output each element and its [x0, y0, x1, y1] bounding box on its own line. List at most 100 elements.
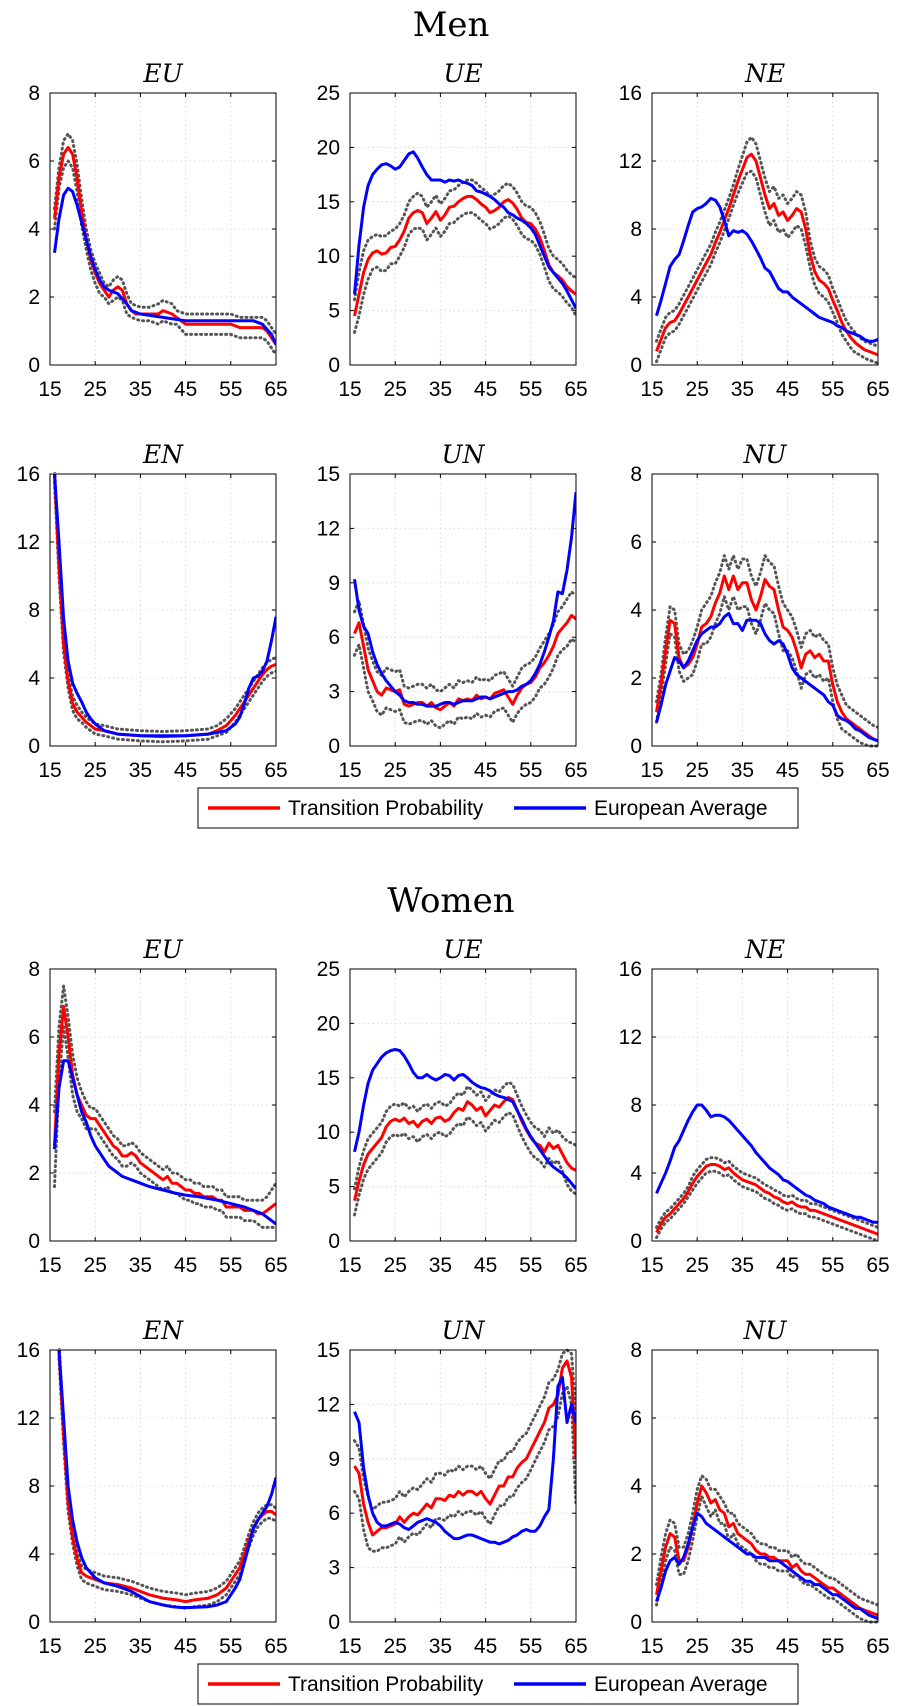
- x-tick-label: 55: [821, 1254, 844, 1277]
- panel-title: NE: [744, 935, 785, 964]
- confidence-band-line: [53, 472, 276, 733]
- panel-title: EN: [142, 440, 184, 469]
- y-tick-label: 0: [630, 735, 642, 758]
- panel-men-ue: 15 25 35 45 55 65 0 5 10 15 20 25 UE: [317, 59, 588, 401]
- panel-title: UE: [443, 935, 482, 964]
- y-tick-label: 8: [28, 599, 40, 622]
- y-tick-label: 0: [328, 354, 340, 377]
- series-line-transition-probability: [353, 1359, 576, 1537]
- axes-frame: [651, 1349, 879, 1623]
- y-tick-label: 16: [619, 958, 642, 981]
- confidence-band-line: [53, 481, 276, 744]
- x-tick-label: 45: [776, 1635, 799, 1658]
- x-tick-label: 25: [84, 1635, 107, 1658]
- x-tick-label: 15: [38, 378, 61, 401]
- axes-frame: [349, 968, 577, 1242]
- series-line-european-average: [655, 1103, 878, 1224]
- group-title-women: Women: [387, 881, 514, 921]
- x-tick-label: 55: [219, 759, 242, 782]
- panel-title: EU: [142, 59, 183, 88]
- y-tick-label: 9: [328, 1448, 340, 1471]
- y-tick-label: 8: [630, 463, 642, 486]
- x-tick-label: 35: [429, 759, 452, 782]
- y-tick-label: 4: [28, 1543, 40, 1566]
- plot-area: [350, 969, 576, 1241]
- x-tick-label: 15: [338, 1635, 361, 1658]
- panel-title: NU: [743, 1316, 788, 1345]
- axes-frame: [651, 968, 879, 1242]
- panel-men-un: 15 25 35 45 55 65 0 3 6 9 12 15 UN: [317, 440, 588, 782]
- confidence-band-line: [53, 1025, 276, 1229]
- y-tick-label: 25: [317, 82, 340, 105]
- y-tick-label: 4: [28, 667, 40, 690]
- confidence-band-line: [53, 984, 276, 1202]
- y-tick-label: 0: [630, 354, 642, 377]
- confidence-band-line: [353, 1348, 576, 1512]
- confidence-band-line: [53, 132, 276, 336]
- x-tick-label: 65: [264, 1254, 287, 1277]
- y-tick-label: 15: [317, 1339, 340, 1362]
- y-tick-label: 4: [630, 286, 642, 309]
- panel-men-eu: 15 25 35 45 55 65 0 2 4 6 8 EU: [28, 59, 287, 401]
- y-tick-label: 2: [28, 1162, 40, 1185]
- x-tick-label: 65: [866, 759, 889, 782]
- y-tick-label: 0: [630, 1611, 642, 1634]
- x-tick-label: 45: [174, 378, 197, 401]
- panel-women-ue: 15 25 35 45 55 65 0 5 10 15 20 25 UE: [317, 935, 588, 1277]
- legend-women: Transition Probability European Average: [197, 1663, 799, 1705]
- y-tick-label: 0: [28, 1230, 40, 1253]
- confidence-band-line: [57, 1348, 276, 1597]
- panel-title: NE: [744, 59, 785, 88]
- confidence-band-line: [655, 135, 878, 348]
- series-line-european-average: [353, 1375, 576, 1546]
- confidence-band-line: [353, 178, 576, 302]
- x-tick-label: 25: [384, 378, 407, 401]
- y-tick-label: 12: [619, 150, 642, 173]
- panel-title: NU: [743, 440, 788, 469]
- x-tick-label: 45: [776, 378, 799, 401]
- y-tick-label: 6: [328, 1502, 340, 1525]
- x-tick-label: 25: [84, 378, 107, 401]
- panel-men-ne: 15 25 35 45 55 65 0 4 8 12 16 NE: [619, 59, 890, 401]
- x-tick-label: 65: [564, 1635, 587, 1658]
- y-tick-label: 12: [317, 517, 340, 540]
- x-tick-label: 65: [564, 378, 587, 401]
- x-tick-label: 15: [38, 1635, 61, 1658]
- x-tick-label: 35: [429, 1635, 452, 1658]
- y-tick-label: 6: [630, 531, 642, 554]
- y-tick-label: 12: [17, 1407, 40, 1430]
- panel-women-nu: 15 25 35 45 55 65 0 2 4 6 8 NU: [630, 1316, 889, 1658]
- y-tick-label: 8: [28, 1475, 40, 1498]
- x-tick-label: 45: [474, 378, 497, 401]
- x-tick-label: 65: [866, 378, 889, 401]
- x-tick-label: 15: [338, 378, 361, 401]
- x-tick-label: 35: [731, 759, 754, 782]
- x-tick-label: 55: [519, 1635, 542, 1658]
- x-tick-label: 55: [821, 759, 844, 782]
- x-tick-label: 35: [429, 1254, 452, 1277]
- x-tick-label: 15: [640, 378, 663, 401]
- x-tick-label: 25: [686, 759, 709, 782]
- series-line-european-average: [53, 1059, 276, 1226]
- confidence-band-line: [655, 1156, 878, 1229]
- y-tick-label: 8: [630, 218, 642, 241]
- panel-title: EU: [142, 935, 183, 964]
- x-tick-label: 35: [129, 759, 152, 782]
- y-tick-label: 4: [630, 599, 642, 622]
- confidence-band-line: [655, 554, 878, 729]
- x-tick-label: 15: [640, 759, 663, 782]
- confidence-band-line: [655, 594, 878, 748]
- panel-women-en: 15 25 35 45 55 65 0 4 8 12 16 EN: [17, 1316, 288, 1658]
- x-tick-label: 25: [84, 1254, 107, 1277]
- x-tick-label: 15: [640, 1254, 663, 1277]
- x-tick-label: 65: [264, 378, 287, 401]
- x-tick-label: 15: [338, 1254, 361, 1277]
- x-tick-label: 15: [640, 1635, 663, 1658]
- x-tick-label: 65: [264, 1635, 287, 1658]
- series-line-transition-probability: [655, 152, 878, 357]
- confidence-band-line: [655, 1474, 878, 1607]
- x-tick-label: 35: [731, 1254, 754, 1277]
- y-tick-label: 0: [328, 1611, 340, 1634]
- series-line-transition-probability: [655, 574, 878, 743]
